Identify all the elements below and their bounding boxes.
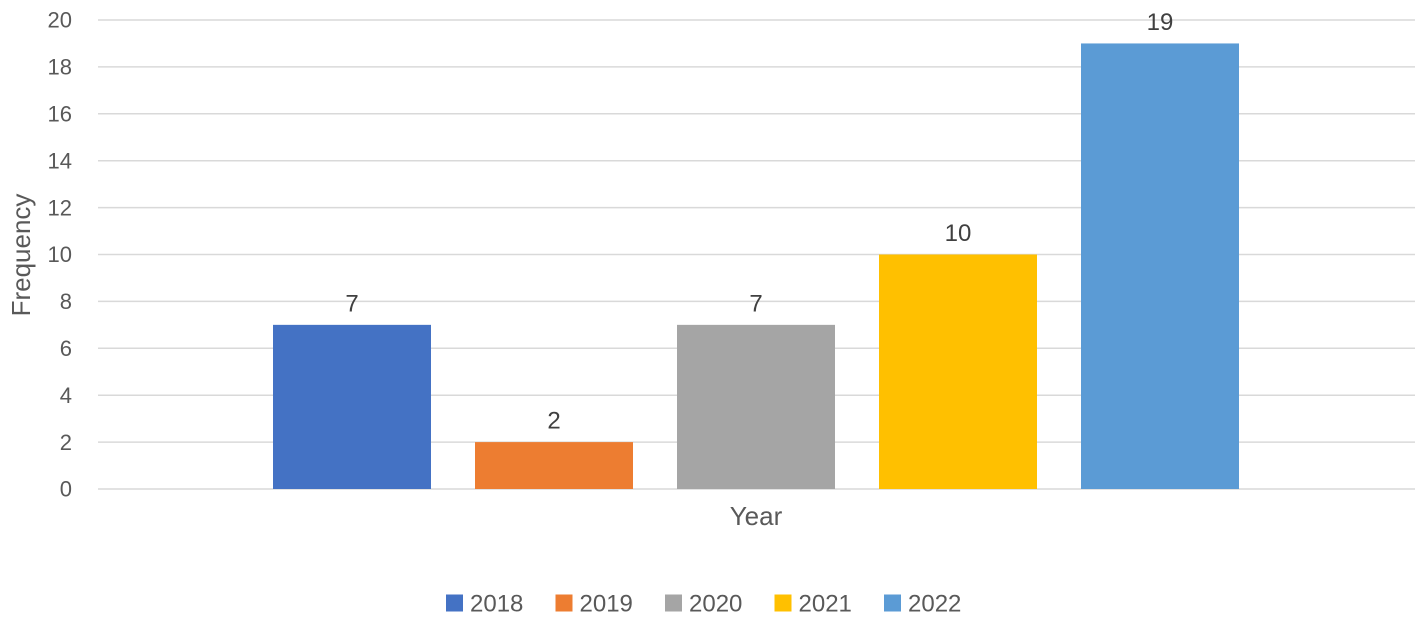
legend-label-2018: 2018 bbox=[470, 590, 523, 617]
bar-2019 bbox=[475, 442, 633, 489]
bar-2022 bbox=[1081, 43, 1239, 489]
y-tick-label: 16 bbox=[48, 102, 72, 127]
data-label-2021: 10 bbox=[945, 220, 972, 247]
legend-label-2021: 2021 bbox=[799, 590, 852, 617]
legend-swatch-2018 bbox=[446, 594, 463, 612]
y-tick-label: 14 bbox=[48, 148, 72, 173]
legend: 2018 2019 2020 2021 2022 bbox=[446, 590, 961, 617]
y-axis-title: Frequency bbox=[6, 194, 36, 317]
legend-label-2020: 2020 bbox=[689, 590, 742, 617]
legend-swatch-2022 bbox=[884, 594, 901, 612]
bars bbox=[273, 43, 1239, 489]
legend-swatch-2019 bbox=[555, 594, 573, 612]
x-axis-title: Year bbox=[730, 501, 783, 531]
y-axis-ticks: 0 2 4 6 8 10 12 14 16 18 20 bbox=[48, 8, 72, 502]
bar-2021 bbox=[879, 254, 1037, 489]
y-tick-label: 2 bbox=[60, 430, 72, 455]
legend-label-2022: 2022 bbox=[908, 590, 961, 617]
data-label-2022: 19 bbox=[1147, 9, 1174, 36]
data-labels: 7 2 7 10 19 bbox=[345, 9, 1173, 435]
data-label-2018: 7 bbox=[345, 290, 358, 317]
data-label-2020: 7 bbox=[749, 290, 762, 317]
y-tick-label: 18 bbox=[48, 55, 72, 80]
y-tick-label: 4 bbox=[60, 383, 72, 408]
data-label-2019: 2 bbox=[547, 408, 560, 435]
y-tick-label: 20 bbox=[48, 8, 72, 33]
legend-swatch-2021 bbox=[774, 594, 792, 612]
y-tick-label: 12 bbox=[48, 195, 72, 220]
y-tick-label: 10 bbox=[48, 242, 72, 267]
bar-2020 bbox=[677, 324, 835, 489]
y-tick-label: 0 bbox=[60, 477, 72, 502]
bar-2018 bbox=[273, 324, 431, 489]
y-tick-label: 6 bbox=[60, 336, 72, 361]
y-tick-label: 8 bbox=[60, 289, 72, 314]
legend-label-2019: 2019 bbox=[580, 590, 633, 617]
legend-swatch-2020 bbox=[665, 594, 682, 612]
